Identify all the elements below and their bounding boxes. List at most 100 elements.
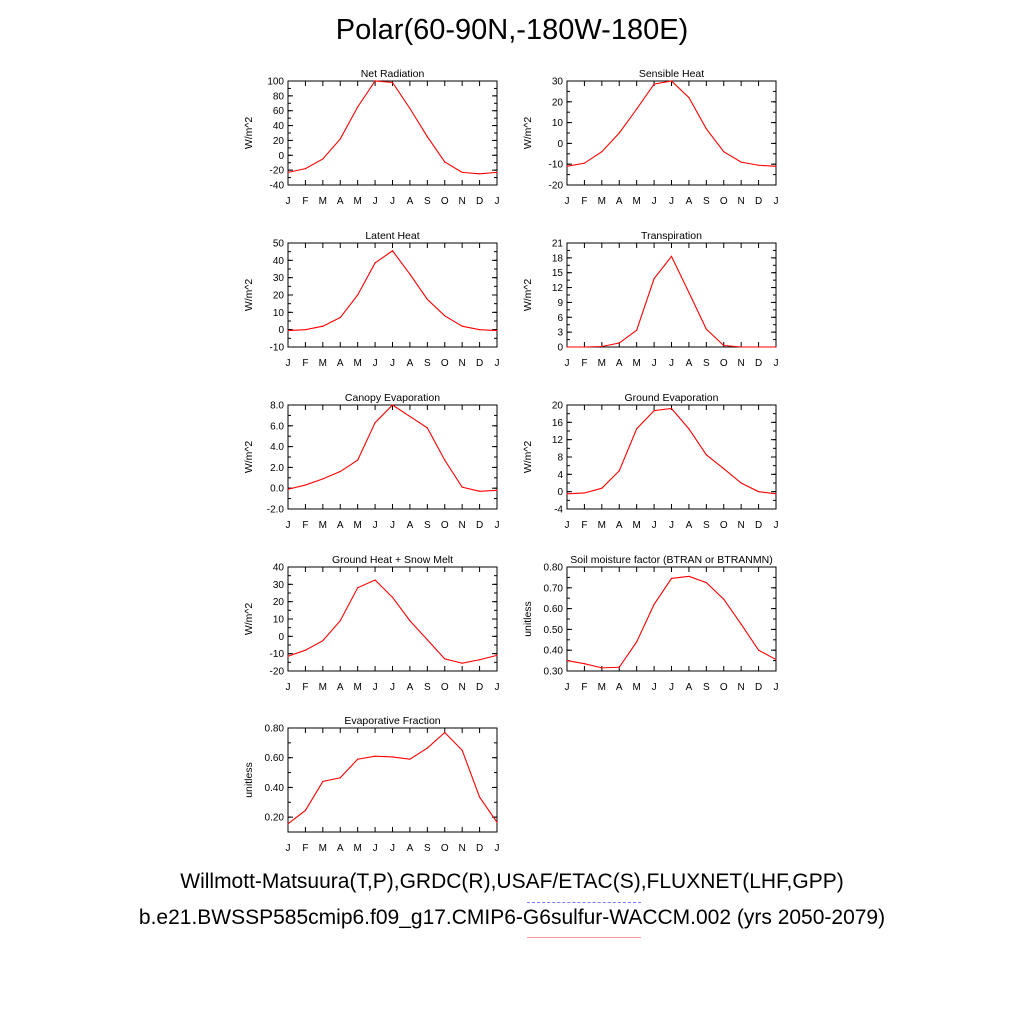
data-point bbox=[618, 470, 620, 472]
y-tick-label: 16 bbox=[552, 418, 564, 429]
x-tick-label: J bbox=[495, 196, 500, 207]
x-tick-label: M bbox=[632, 682, 640, 693]
plot-frame bbox=[566, 404, 777, 510]
data-point bbox=[322, 780, 324, 783]
y-tick-label: 30 bbox=[273, 580, 285, 591]
y-tick-label: 0.80 bbox=[265, 724, 285, 735]
data-point bbox=[583, 663, 586, 665]
y-tick-label: 0.50 bbox=[544, 625, 564, 636]
y-tick-label: 9 bbox=[557, 298, 563, 309]
y-tick-label: -10 bbox=[270, 343, 285, 354]
x-tick-label: S bbox=[424, 843, 431, 854]
x-tick-label: A bbox=[407, 682, 414, 693]
panel-title: Canopy Evaporation bbox=[345, 392, 440, 404]
y-tick-label: -2.0 bbox=[267, 505, 285, 516]
data-point bbox=[496, 654, 498, 657]
y-tick-label: 20 bbox=[273, 291, 285, 302]
y-tick-label: 12 bbox=[552, 435, 564, 446]
y-tick-label: 0 bbox=[278, 151, 284, 162]
x-tick-label: J bbox=[390, 358, 395, 369]
y-tick-label: 0 bbox=[557, 139, 563, 150]
y-tick-label: 40 bbox=[273, 121, 285, 132]
series-line bbox=[287, 579, 498, 664]
y-tick-label: 0.60 bbox=[265, 753, 285, 764]
x-tick-label: J bbox=[390, 843, 395, 854]
x-tick-label: O bbox=[720, 196, 728, 207]
legend-model-case: b.e21.BWSSP585cmip6.f09_g17.CMIP6-G6sulf… bbox=[138, 906, 886, 929]
data-point bbox=[583, 492, 586, 494]
data-point bbox=[444, 658, 446, 660]
panel-evaporative-fraction: Evaporative Fraction unitless 0.20 0.40 0.60… bbox=[243, 715, 500, 854]
x-tick-label: O bbox=[720, 520, 728, 531]
data-point bbox=[740, 346, 742, 348]
data-point bbox=[374, 422, 376, 424]
y-tick-label: -10 bbox=[549, 160, 564, 171]
data-point bbox=[478, 173, 481, 175]
x-tick-label: D bbox=[476, 196, 483, 207]
data-point bbox=[566, 346, 568, 348]
x-tick-label: S bbox=[424, 196, 431, 207]
x-tick-label: J bbox=[669, 196, 674, 207]
x-tick-label: M bbox=[353, 520, 361, 531]
x-tick-label: O bbox=[720, 682, 728, 693]
data-point bbox=[653, 278, 655, 280]
x-tick-label: N bbox=[459, 520, 466, 531]
y-tick-label: 6.0 bbox=[270, 421, 284, 432]
data-point bbox=[757, 649, 760, 651]
x-tick-label: M bbox=[632, 196, 640, 207]
data-point bbox=[583, 162, 586, 164]
x-tick-label: A bbox=[337, 682, 344, 693]
data-point bbox=[636, 108, 638, 110]
y-tick-label: 8 bbox=[557, 453, 563, 464]
data-point bbox=[670, 80, 673, 82]
data-point bbox=[775, 493, 777, 495]
data-point bbox=[374, 755, 376, 757]
panel-title: Ground Heat + Snow Melt bbox=[332, 554, 453, 566]
x-tick-label: F bbox=[302, 358, 308, 369]
y-tick-label: 20 bbox=[273, 597, 285, 608]
panel-ground-heat-snow-melt: Ground Heat + Snow Melt W/m^2 -20 -10 0 10 20 3… bbox=[243, 554, 500, 693]
y-tick-label: 0.80 bbox=[544, 563, 564, 574]
data-point bbox=[705, 454, 707, 456]
data-point bbox=[339, 470, 341, 473]
x-tick-label: J bbox=[286, 682, 291, 693]
x-tick-label: A bbox=[337, 843, 344, 854]
x-tick-label: A bbox=[686, 358, 693, 369]
x-tick-label: N bbox=[459, 682, 466, 693]
x-tick-label: J bbox=[565, 520, 570, 531]
x-tick-label: A bbox=[686, 682, 693, 693]
x-tick-label: J bbox=[286, 358, 291, 369]
x-tick-label: N bbox=[459, 843, 466, 854]
plot-frame bbox=[566, 566, 777, 672]
data-point bbox=[496, 329, 498, 332]
y-tick-label: 8.0 bbox=[270, 401, 284, 412]
series-line bbox=[566, 80, 777, 167]
x-tick-label: F bbox=[581, 682, 587, 693]
x-tick-label: J bbox=[373, 520, 378, 531]
series-line bbox=[566, 407, 777, 495]
x-tick-label: F bbox=[302, 520, 308, 531]
x-tick-label: M bbox=[598, 682, 606, 693]
series-line bbox=[287, 250, 498, 332]
data-point bbox=[757, 164, 760, 166]
data-point bbox=[723, 344, 725, 347]
data-point bbox=[723, 598, 725, 600]
x-tick-label: A bbox=[407, 196, 414, 207]
data-point bbox=[357, 459, 359, 461]
data-point bbox=[391, 81, 394, 84]
x-tick-label: A bbox=[616, 520, 623, 531]
x-tick-label: F bbox=[581, 196, 587, 207]
y-tick-label: -20 bbox=[270, 166, 285, 177]
data-point bbox=[461, 749, 463, 751]
data-point bbox=[496, 489, 498, 491]
data-point bbox=[705, 128, 707, 130]
data-point bbox=[653, 603, 655, 606]
data-point bbox=[461, 171, 463, 173]
data-point bbox=[339, 777, 341, 779]
y-tick-label: 0.60 bbox=[544, 604, 564, 615]
x-tick-label: A bbox=[337, 196, 344, 207]
x-tick-label: A bbox=[686, 196, 693, 207]
data-point bbox=[304, 649, 307, 651]
